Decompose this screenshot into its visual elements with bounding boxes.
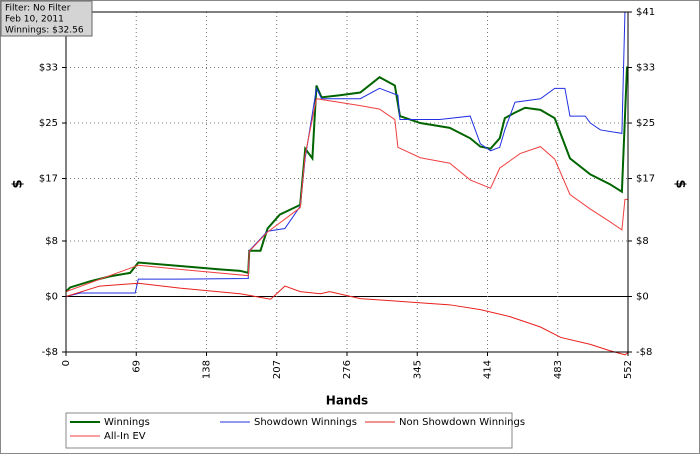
y2-tick-label: $17 bbox=[636, 174, 655, 185]
plot-layer bbox=[65, 11, 629, 356]
x-tick-label: 552 bbox=[623, 360, 634, 379]
y-tick-label: $25 bbox=[39, 118, 58, 129]
y-tick-label: $0 bbox=[45, 291, 58, 302]
legend-label: Non Showdown Winnings bbox=[399, 417, 525, 428]
x-tick-label: 345 bbox=[412, 360, 423, 379]
x-tick-label: 69 bbox=[131, 360, 142, 373]
x-tick-label: 276 bbox=[342, 360, 353, 379]
info-text: Winnings: $32.56 bbox=[5, 26, 84, 36]
y-tick-label: $33 bbox=[39, 63, 58, 74]
legend-label: Showdown Winnings bbox=[254, 417, 357, 428]
x-tick-label: 207 bbox=[272, 360, 283, 379]
series-line bbox=[65, 66, 628, 293]
y2-tick-label: $33 bbox=[636, 63, 655, 74]
x-tick-label: 138 bbox=[202, 360, 213, 379]
series-line bbox=[65, 282, 629, 356]
y-axis-label: $ bbox=[11, 179, 26, 188]
x-axis-label: Hands bbox=[326, 394, 368, 408]
y2-axis-label: $ bbox=[673, 179, 688, 188]
y-tick-label: -$8 bbox=[42, 347, 58, 358]
legend bbox=[65, 412, 513, 449]
y2-tick-label: -$8 bbox=[636, 347, 652, 358]
y2-tick-label: $41 bbox=[636, 7, 655, 18]
legend-label: All-In EV bbox=[104, 431, 146, 442]
info-box bbox=[0, 0, 93, 37]
x-tick-label: 483 bbox=[553, 360, 564, 379]
y2-tick-label: $25 bbox=[636, 118, 655, 129]
x-tick-label: 414 bbox=[483, 360, 494, 379]
legend-label: Winnings bbox=[104, 417, 150, 428]
y2-tick-label: $0 bbox=[636, 291, 649, 302]
info-text: Feb 10, 2011 bbox=[5, 15, 64, 25]
y-tick-label: $17 bbox=[39, 174, 58, 185]
y2-tick-label: $8 bbox=[636, 236, 649, 247]
series-line bbox=[65, 98, 628, 293]
info-text: Filter: No Filter bbox=[5, 4, 71, 14]
y-tick-label: $8 bbox=[45, 236, 58, 247]
x-tick-label: 0 bbox=[61, 360, 72, 366]
